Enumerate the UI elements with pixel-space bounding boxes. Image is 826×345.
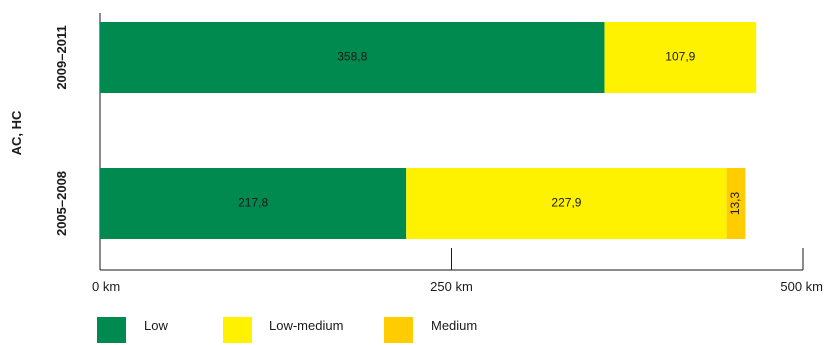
bar-segment-low — [100, 22, 605, 93]
data-label: 13,3 — [728, 191, 742, 215]
bars — [100, 22, 757, 239]
legend-label-medium: Medium — [431, 318, 478, 333]
legend-swatch-medium — [384, 317, 413, 343]
bar-segment-medium — [726, 168, 746, 239]
bar-segment-low — [100, 168, 407, 239]
bar-segment-low-medium — [406, 168, 727, 239]
x-tick-label: 0 km — [92, 279, 120, 294]
category-label: 2005–2008 — [54, 171, 69, 236]
data-label: 358,8 — [337, 50, 367, 64]
x-tick-label: 500 km — [780, 279, 823, 294]
group-label: AC, HC — [9, 110, 24, 155]
data-label: 217,8 — [238, 196, 268, 210]
x-tick-label: 250 km — [430, 279, 473, 294]
data-label: 227,9 — [551, 196, 581, 210]
labels: AC, HC 2009–2011 2005–2008 358,8 107,9 217,8 2… — [9, 25, 742, 236]
bar-segment-low-medium — [604, 22, 757, 93]
legend-label-low-medium: Low-medium — [269, 318, 344, 333]
data-label: 107,9 — [665, 50, 695, 64]
legend-swatch-low — [97, 317, 126, 343]
legend-label-low: Low — [144, 318, 168, 333]
category-label: 2009–2011 — [54, 25, 69, 89]
legend-swatch-low-medium — [223, 317, 252, 343]
axes: 0 km 250 km 500 km — [92, 13, 823, 294]
